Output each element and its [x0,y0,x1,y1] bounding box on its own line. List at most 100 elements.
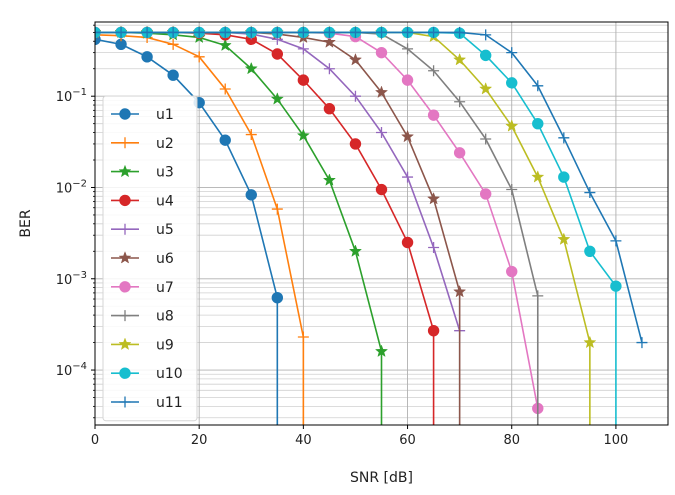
data-point-u6 [453,284,467,298]
data-point-u11 [245,26,257,38]
data-point-u10 [506,77,518,89]
data-point-u8 [506,184,518,196]
data-point-u11 [506,47,518,59]
legend-marker [118,164,132,178]
data-point-u6 [374,85,389,99]
legend-item-u11: u11 [111,395,183,411]
data-point-u4 [375,183,388,196]
data-point-u11 [297,26,309,38]
plot-lines [95,25,648,425]
data-point-u3 [270,92,284,105]
legend-marker [119,137,131,149]
data-point-u11 [323,26,335,38]
data-point-u4 [427,324,440,337]
y-tick-label: 10−4 [56,361,87,379]
data-point-u6 [322,35,336,48]
legend-label: u3 [156,165,174,181]
data-point-u8 [480,133,492,145]
legend-label: u6 [156,251,174,267]
legend: u1 u2 u3 u4 u5 u6 u7 u8 u9 u10 u11 [102,95,198,422]
x-tick-label: 60 [399,433,416,448]
y-tick-label: 10−1 [56,87,87,105]
data-point-u11 [480,29,492,41]
data-point-u11 [558,132,570,144]
series-u11 [95,26,648,349]
data-point-u4 [349,138,362,150]
x-axis-label: SNR [dB] [350,470,413,486]
data-point-u5 [428,242,440,254]
x-tick-label: 100 [603,433,628,448]
y-tick-label: 10−2 [56,178,87,196]
data-point-u5 [349,90,361,102]
data-point-u3 [244,61,258,75]
legend-item-u2: u2 [111,136,174,152]
data-point-u7 [506,265,518,278]
data-point-u9 [557,232,571,245]
data-point-u5 [297,43,309,55]
data-point-u7 [375,46,388,59]
data-point-u10 [610,280,622,292]
data-point-u8 [454,96,466,108]
legend-label: u8 [156,309,174,325]
data-point-u1 [167,69,179,81]
data-point-u5 [402,171,414,183]
legend-label: u11 [156,395,183,411]
y-axis-label: BER [18,209,34,237]
data-point-u3 [296,128,310,142]
legend-item-u8: u8 [111,309,174,325]
data-point-u3 [374,344,389,358]
legend-marker [119,108,131,120]
data-point-u4 [401,236,414,249]
data-point-u9 [479,82,493,95]
data-point-u3 [218,38,232,52]
data-point-u1 [271,292,284,304]
legend-label: u2 [156,136,174,152]
data-point-u11 [610,235,622,247]
legend-item-u7: u7 [111,280,174,296]
data-point-u4 [271,48,284,60]
legend-item-u9: u9 [111,337,174,353]
legend-marker [118,337,132,350]
series-line-u11 [95,31,643,343]
data-point-u2 [219,83,231,95]
legend-marker [119,281,131,293]
data-point-u11 [349,26,361,38]
data-point-u11 [115,26,127,38]
data-point-u11 [584,187,596,199]
legend-marker [119,367,131,379]
data-point-u9 [453,52,467,66]
data-point-u11 [167,26,179,38]
data-point-u11 [402,26,414,38]
legend-label: u9 [156,337,174,353]
data-point-u5 [323,63,335,75]
legend-marker [119,194,131,207]
data-point-u11 [193,26,205,38]
series-u1 [95,33,284,425]
data-point-u9 [583,335,597,349]
data-point-u11 [532,80,544,92]
legend-label: u7 [156,280,174,296]
data-point-u11 [141,26,153,38]
x-tick-label: 0 [91,433,99,448]
x-tick-label: 80 [503,433,520,448]
data-point-u8 [402,43,414,55]
data-point-u3 [322,173,336,186]
data-point-u11 [454,26,466,38]
data-point-u7 [479,188,492,200]
data-point-u2 [167,38,179,50]
data-point-u11 [271,26,283,38]
legend-marker [119,396,131,408]
legend-label: u10 [156,366,183,382]
legend-label: u1 [156,107,174,123]
data-point-u2 [245,129,257,141]
data-point-u7 [401,74,414,86]
data-point-u4 [323,102,336,115]
data-point-u6 [348,52,363,66]
data-point-u1 [245,189,257,201]
legend-item-u1: u1 [111,107,174,123]
data-point-u1 [141,51,153,63]
legend-label: u4 [156,193,174,209]
data-point-u6 [400,129,415,143]
legend-marker [118,251,132,264]
legend-item-u5: u5 [111,222,174,238]
